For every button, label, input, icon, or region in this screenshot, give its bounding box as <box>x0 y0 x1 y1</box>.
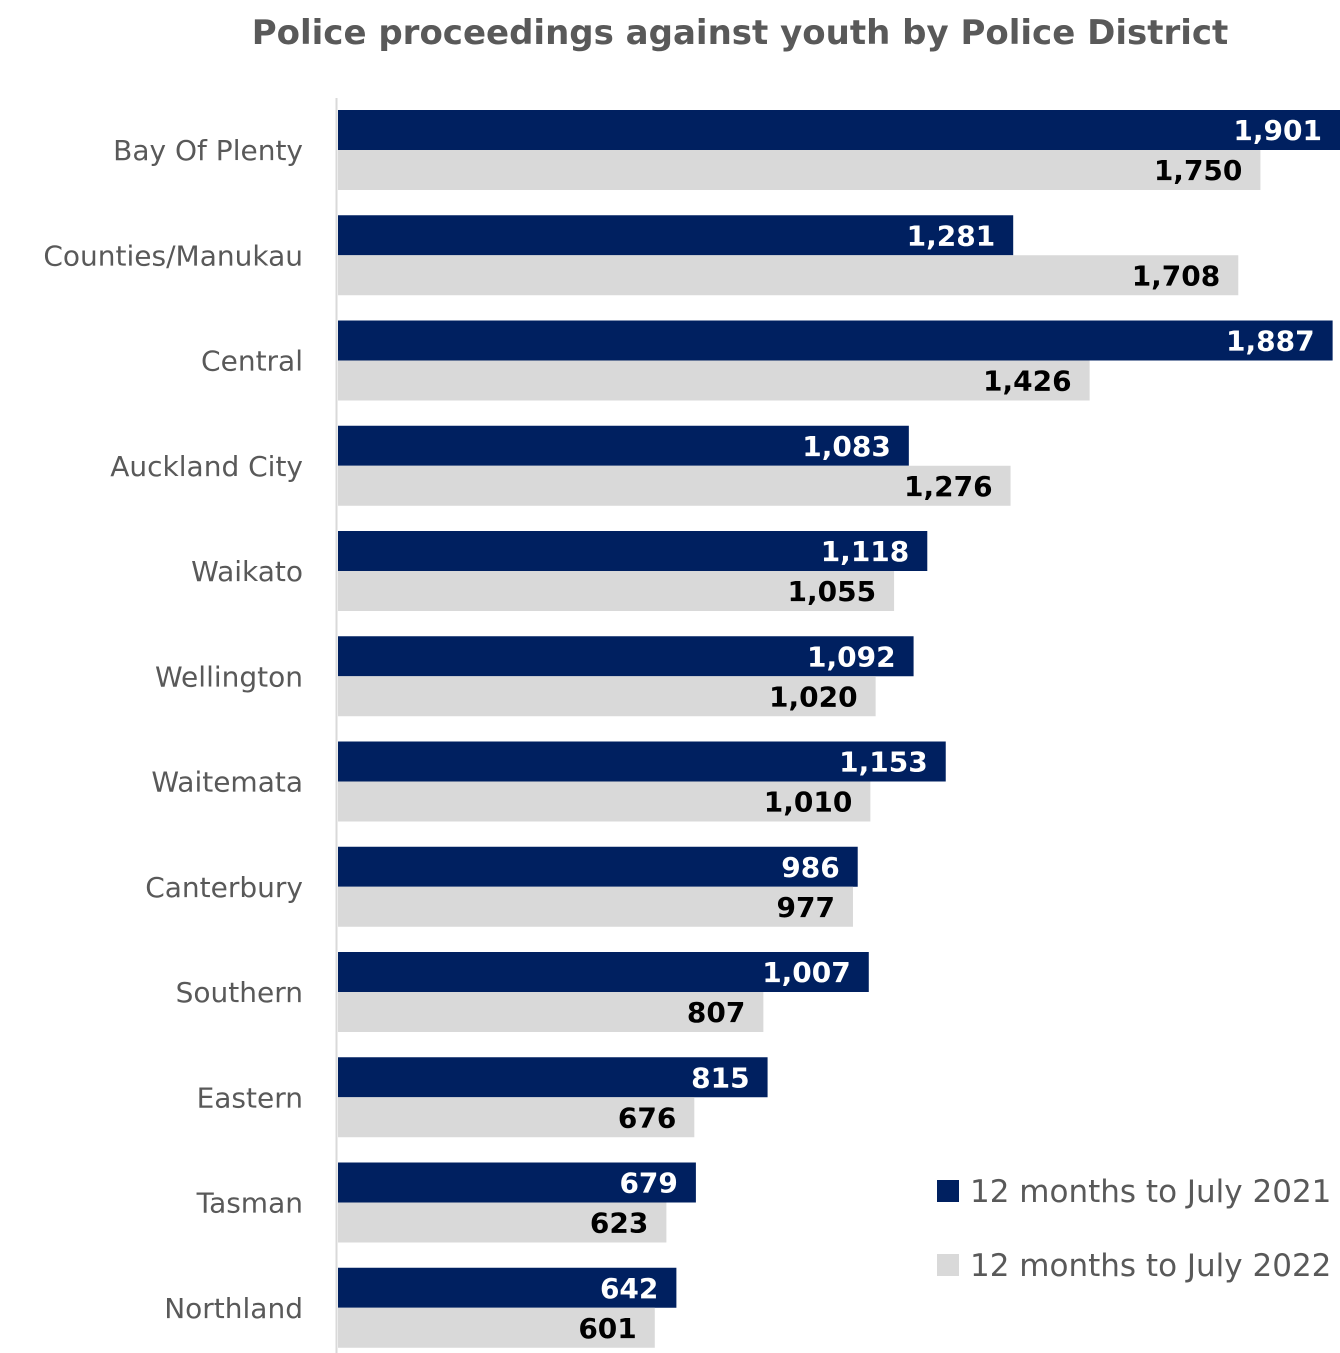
data-label-auckland-city-2022: 1,276 <box>904 470 993 503</box>
bar-southern-2021 <box>338 952 869 992</box>
data-label-counties-manukau-2021: 1,281 <box>907 219 996 252</box>
category-label-waitemata: Waitemata <box>151 766 303 799</box>
data-label-southern-2022: 807 <box>687 996 745 1029</box>
bars-layer <box>338 110 1340 1348</box>
bar-waikato-2021 <box>338 531 928 571</box>
bar-central-2021 <box>338 320 1333 361</box>
bar-auckland-city-2022 <box>338 465 1011 506</box>
data-label-tasman-2021: 679 <box>619 1167 677 1200</box>
data-label-canterbury-2021: 986 <box>781 851 839 884</box>
bar-counties-manukau-2021 <box>338 215 1014 256</box>
bar-canterbury-2022 <box>338 886 853 927</box>
data-label-waitemata-2021: 1,153 <box>839 746 928 779</box>
bar-southern-2022 <box>338 992 764 1032</box>
chart-title: Police proceedings against youth by Poli… <box>252 13 1229 53</box>
bar-counties-manukau-2022 <box>338 255 1239 296</box>
legend-label-2022: 12 months to July 2022 <box>970 1248 1331 1284</box>
legend-label-2021: 12 months to July 2021 <box>970 1174 1331 1210</box>
data-label-northland-2021: 642 <box>600 1272 658 1305</box>
bar-tasman-2021 <box>338 1162 696 1203</box>
bar-wellington-2021 <box>338 636 914 677</box>
category-label-tasman: Tasman <box>196 1187 303 1220</box>
data-label-eastern-2022: 676 <box>618 1101 676 1134</box>
bar-waitemata-2021 <box>338 741 946 782</box>
category-label-auckland-city: Auckland City <box>110 450 303 483</box>
category-label-southern: Southern <box>176 976 303 1009</box>
bar-eastern-2022 <box>338 1097 695 1138</box>
data-label-waikato-2022: 1,055 <box>788 575 877 608</box>
bar-waikato-2022 <box>338 571 895 611</box>
data-label-central-2021: 1,887 <box>1226 325 1315 358</box>
category-label-wellington: Wellington <box>155 660 303 693</box>
data-label-eastern-2021: 815 <box>691 1061 749 1094</box>
data-label-counties-manukau-2022: 1,708 <box>1132 259 1221 292</box>
category-label-central: Central <box>201 345 303 378</box>
data-label-bay-of-plenty-2022: 1,750 <box>1154 154 1243 187</box>
data-label-central-2022: 1,426 <box>983 365 1072 398</box>
bar-bay-of-plenty-2022 <box>338 150 1261 190</box>
category-label-waikato: Waikato <box>191 555 303 588</box>
bar-northland-2021 <box>338 1267 677 1308</box>
data-label-southern-2021: 1,007 <box>762 956 851 989</box>
bar-northland-2022 <box>338 1307 655 1348</box>
data-label-wellington-2022: 1,020 <box>769 680 858 713</box>
data-label-northland-2022: 601 <box>578 1312 636 1345</box>
bar-bay-of-plenty-2021 <box>338 110 1340 150</box>
data-label-bay-of-plenty-2021: 1,901 <box>1233 114 1322 147</box>
data-label-waikato-2021: 1,118 <box>821 535 910 568</box>
data-label-tasman-2022: 623 <box>590 1207 648 1240</box>
legend: 12 months to July 2021 12 months to July … <box>937 1174 1331 1284</box>
data-label-auckland-city-2021: 1,083 <box>802 430 891 463</box>
category-label-eastern: Eastern <box>197 1081 303 1114</box>
legend-swatch-2021 <box>937 1180 959 1202</box>
category-label-northland: Northland <box>164 1292 303 1325</box>
category-labels: Bay Of Plenty Counties/Manukau Central Auck… <box>43 134 303 1325</box>
bar-canterbury-2021 <box>338 846 858 887</box>
bar-auckland-city-2021 <box>338 425 909 466</box>
data-label-wellington-2021: 1,092 <box>807 640 896 673</box>
bar-tasman-2022 <box>338 1202 667 1243</box>
category-label-bay-of-plenty: Bay Of Plenty <box>113 134 303 167</box>
category-label-canterbury: Canterbury <box>145 871 303 904</box>
bar-central-2022 <box>338 360 1090 401</box>
bar-wellington-2022 <box>338 676 876 717</box>
legend-swatch-2022 <box>937 1254 959 1276</box>
bar-eastern-2021 <box>338 1057 768 1098</box>
bar-waitemata-2022 <box>338 781 871 822</box>
category-label-counties-manukau: Counties/Manukau <box>43 239 303 272</box>
data-label-canterbury-2022: 977 <box>777 891 835 924</box>
data-label-waitemata-2022: 1,010 <box>764 786 853 819</box>
